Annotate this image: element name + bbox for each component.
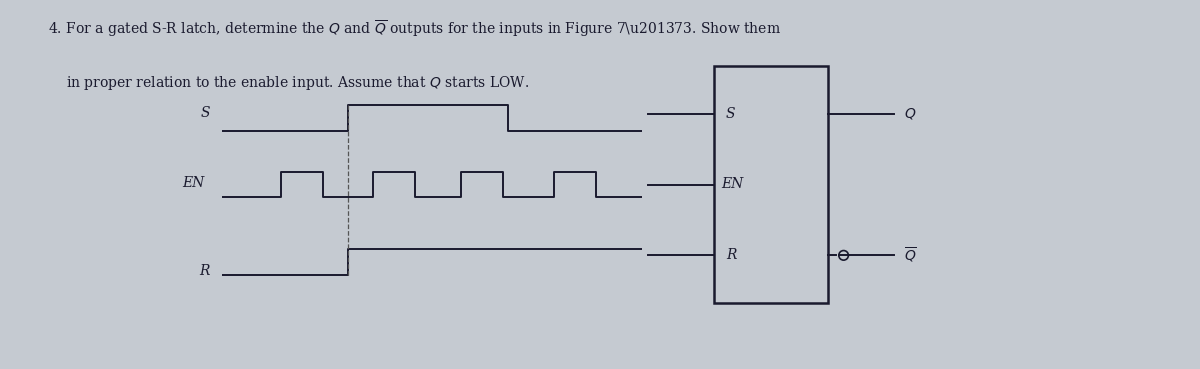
Text: 4. For a gated S-R latch, determine the $\it{Q}$ and $\overline{Q}$ outputs for : 4. For a gated S-R latch, determine the … (48, 18, 781, 39)
Text: $Q$: $Q$ (904, 106, 916, 121)
Text: EN: EN (721, 177, 744, 192)
Text: R: R (199, 264, 210, 278)
Text: in proper relation to the enable input. Assume that $\it{Q}$ starts LOW.: in proper relation to the enable input. … (66, 74, 529, 92)
Text: S: S (200, 106, 210, 120)
Bar (714, 66, 828, 303)
Text: $\overline{Q}$: $\overline{Q}$ (904, 246, 917, 265)
Text: EN: EN (181, 176, 204, 190)
Text: R: R (726, 248, 737, 262)
Text: S: S (726, 107, 736, 121)
